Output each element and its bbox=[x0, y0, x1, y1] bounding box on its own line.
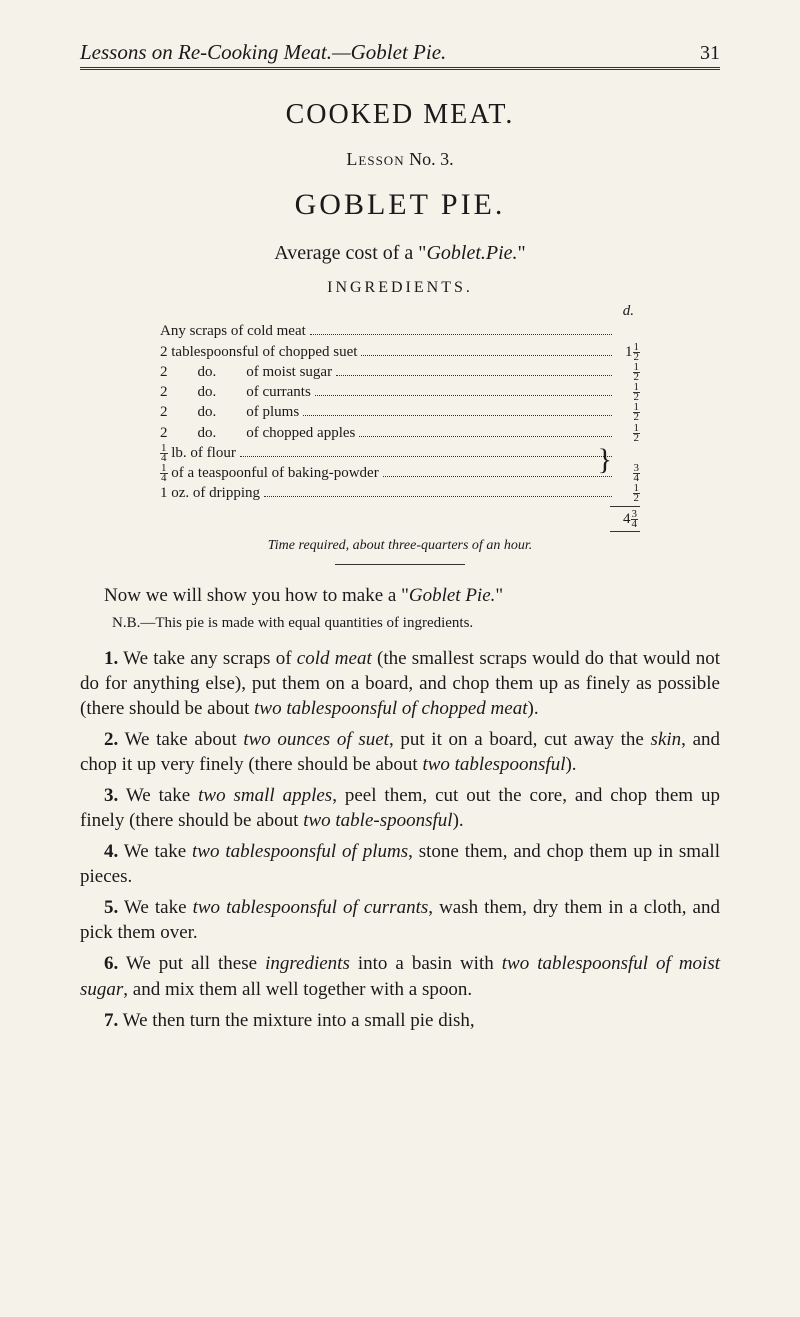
step-text: into a basin with bbox=[350, 953, 502, 974]
dot-leader bbox=[383, 476, 612, 477]
dot-leader bbox=[359, 436, 612, 437]
step-text: ). bbox=[528, 698, 539, 719]
step-paragraph: 7. We then turn the mixture into a small… bbox=[80, 1008, 720, 1033]
dot-leader bbox=[315, 395, 612, 396]
step-italic: two small apples bbox=[198, 785, 332, 806]
ingredients-heading: INGREDIENTS. bbox=[80, 279, 720, 297]
avg-cost-prefix: Average cost of a " bbox=[274, 242, 426, 264]
step-italic: ingredients bbox=[265, 953, 350, 974]
running-title: Lessons on Re-Cooking Meat.—Goblet Pie. bbox=[80, 40, 446, 65]
ingredient-row: 2 tablespoonsful of chopped suet 112 bbox=[160, 342, 640, 362]
step-text: ). bbox=[453, 810, 464, 831]
ingredient-amount bbox=[616, 443, 640, 463]
dot-leader bbox=[336, 375, 612, 376]
dot-leader bbox=[264, 496, 612, 497]
step-text: , and mix them all well together with a … bbox=[123, 979, 472, 1000]
ingredient-label: 14 of a teaspoonful of baking-powder bbox=[160, 463, 379, 483]
step-number: 5. bbox=[104, 897, 118, 918]
total-rule-bottom bbox=[610, 531, 640, 532]
ingredient-amount: 12 bbox=[616, 362, 640, 382]
lesson-num-value: No. 3. bbox=[409, 149, 454, 169]
avg-cost-suffix: " bbox=[518, 242, 526, 264]
step-italic: two ounces of suet bbox=[243, 729, 389, 750]
lesson-prefix: Lesson bbox=[346, 149, 404, 169]
page-title: COOKED MEAT. bbox=[80, 99, 720, 131]
ingredient-row: 2 do. of plums 12 bbox=[160, 402, 640, 422]
step-paragraph: 3. We take two small apples, peel them, … bbox=[80, 783, 720, 833]
dot-leader bbox=[361, 355, 612, 356]
ingredient-amount: 12 bbox=[616, 382, 640, 402]
step-text: We take bbox=[118, 897, 192, 918]
ingredient-row: 2 do. of chopped apples 12 bbox=[160, 423, 640, 443]
ingredient-amount: 12 bbox=[616, 483, 640, 503]
avg-cost-italic: Goblet.Pie. bbox=[426, 242, 517, 264]
ingredient-row: 14 of a teaspoonful of baking-powder 34 bbox=[160, 463, 640, 483]
ingredient-label: 2 do. of currants bbox=[160, 382, 311, 402]
dot-leader bbox=[240, 456, 612, 457]
separator-rule bbox=[335, 564, 465, 565]
brace-group: 14 lb. of flour 14 of a teaspoonful of b… bbox=[160, 443, 640, 484]
ingredient-row: Any scraps of cold meat bbox=[160, 321, 640, 341]
step-italic: cold meat bbox=[297, 648, 372, 669]
step-paragraph: 2. We take about two ounces of suet, put… bbox=[80, 727, 720, 777]
ingredient-label: 2 do. of chopped apples bbox=[160, 423, 355, 443]
ingredient-label: 14 lb. of flour bbox=[160, 443, 236, 463]
step-number: 4. bbox=[104, 841, 118, 862]
step-italic: two tablespoonsful of currants bbox=[193, 897, 429, 918]
ingredient-label: Any scraps of cold meat bbox=[160, 321, 306, 341]
step-text: We take any scraps of bbox=[118, 648, 297, 669]
step-italic: two table-spoonsful bbox=[303, 810, 452, 831]
average-cost: Average cost of a "Goblet.Pie." bbox=[80, 242, 720, 265]
header-rule bbox=[80, 69, 720, 71]
step-text: We put all these bbox=[118, 953, 265, 974]
step-paragraph: 5. We take two tablespoonsful of currant… bbox=[80, 895, 720, 945]
step-text: We take bbox=[118, 785, 198, 806]
dot-leader bbox=[303, 415, 612, 416]
time-required: Time required, about three-quarters of a… bbox=[80, 538, 720, 554]
dot-leader bbox=[310, 334, 612, 335]
total-row: 434 bbox=[160, 509, 640, 529]
running-head: Lessons on Re-Cooking Meat.—Goblet Pie. … bbox=[80, 40, 720, 68]
step-italic: two tablespoonsful bbox=[422, 754, 565, 775]
step-italic: two tablespoonsful of plums bbox=[192, 841, 408, 862]
step-paragraph: 1. We take any scraps of cold meat (the … bbox=[80, 646, 720, 721]
step-text: , put it on a board, cut away the bbox=[389, 729, 651, 750]
recipe-name: GOBLET PIE. bbox=[80, 188, 720, 222]
ingredients-table: d. Any scraps of cold meat 2 tablespoons… bbox=[160, 301, 640, 532]
lesson-number: Lesson No. 3. bbox=[80, 149, 720, 170]
nb-note: N.B.—This pie is made with equal quantit… bbox=[80, 614, 720, 634]
step-number: 3. bbox=[104, 785, 118, 806]
ingredient-row: 1 oz. of dripping 12 bbox=[160, 483, 640, 503]
total-rule bbox=[610, 506, 640, 507]
ingredient-amount: 12 bbox=[616, 423, 640, 443]
step-number: 2. bbox=[104, 729, 118, 750]
page-number: 31 bbox=[700, 42, 720, 65]
ingredient-amount: 12 bbox=[616, 402, 640, 422]
step-text: We then turn the mixture into a small pi… bbox=[118, 1010, 474, 1031]
ingredient-label: 1 oz. of dripping bbox=[160, 483, 260, 503]
step-paragraph: 6. We put all these ingredients into a b… bbox=[80, 951, 720, 1001]
currency-header: d. bbox=[160, 301, 640, 321]
ingredient-row: 14 lb. of flour bbox=[160, 443, 640, 463]
intro-paragraph: Now we will show you how to make a "Gobl… bbox=[80, 583, 720, 608]
step-text: ). bbox=[565, 754, 576, 775]
step-number: 6. bbox=[104, 953, 118, 974]
ingredient-row: 2 do. of currants 12 bbox=[160, 382, 640, 402]
ingredient-label: 2 do. of moist sugar bbox=[160, 362, 332, 382]
step-paragraph: 4. We take two tablespoonsful of plums, … bbox=[80, 839, 720, 889]
brace-icon: } bbox=[598, 445, 612, 475]
step-italic: two tablespoonsful of chopped meat bbox=[254, 698, 527, 719]
step-italic: skin bbox=[651, 729, 682, 750]
ingredient-amount bbox=[616, 321, 640, 341]
ingredient-amount: 34 bbox=[616, 463, 640, 483]
step-number: 1. bbox=[104, 648, 118, 669]
ingredient-label: 2 do. of plums bbox=[160, 402, 299, 422]
ingredient-row: 2 do. of moist sugar 12 bbox=[160, 362, 640, 382]
ingredient-amount: 112 bbox=[616, 342, 640, 362]
ingredient-label: 2 tablespoonsful of chopped suet bbox=[160, 342, 357, 362]
step-text: We take about bbox=[118, 729, 243, 750]
step-text: We take bbox=[118, 841, 192, 862]
step-number: 7. bbox=[104, 1010, 118, 1031]
